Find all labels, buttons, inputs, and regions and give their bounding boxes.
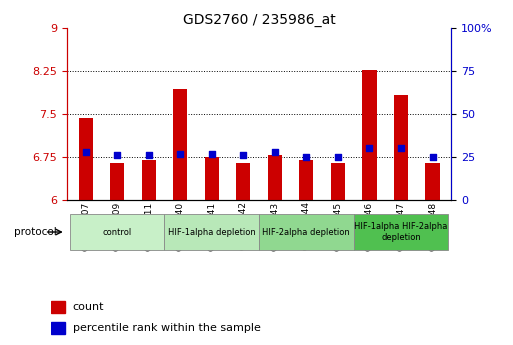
Bar <box>51 301 65 313</box>
FancyBboxPatch shape <box>70 214 165 250</box>
Bar <box>362 70 377 200</box>
FancyBboxPatch shape <box>165 214 259 250</box>
Bar <box>394 96 408 200</box>
Text: HIF-2alpha depletion: HIF-2alpha depletion <box>263 227 350 237</box>
Text: control: control <box>103 227 132 237</box>
Text: percentile rank within the sample: percentile rank within the sample <box>73 323 261 333</box>
Bar <box>78 118 93 200</box>
Text: count: count <box>73 302 104 312</box>
Point <box>208 151 216 156</box>
Point <box>113 152 121 158</box>
Point <box>302 154 310 160</box>
Bar <box>299 160 313 200</box>
Point <box>271 149 279 155</box>
Bar <box>425 163 440 200</box>
Text: protocol: protocol <box>14 227 56 237</box>
Bar <box>110 163 124 200</box>
Point <box>239 152 247 158</box>
Text: HIF-1alpha depletion: HIF-1alpha depletion <box>168 227 255 237</box>
Point <box>428 154 437 160</box>
Bar <box>205 157 219 200</box>
Title: GDS2760 / 235986_at: GDS2760 / 235986_at <box>183 12 336 27</box>
Point <box>334 154 342 160</box>
Bar <box>331 163 345 200</box>
FancyBboxPatch shape <box>259 214 353 250</box>
Bar <box>236 163 250 200</box>
Point <box>145 152 153 158</box>
Text: HIF-1alpha HIF-2alpha
depletion: HIF-1alpha HIF-2alpha depletion <box>354 222 448 242</box>
Bar <box>173 89 187 200</box>
Point <box>397 146 405 151</box>
Bar <box>51 322 65 334</box>
Point <box>82 149 90 155</box>
Point <box>365 146 373 151</box>
Point <box>176 151 184 156</box>
FancyBboxPatch shape <box>353 214 448 250</box>
Bar <box>142 160 156 200</box>
Bar <box>268 155 282 200</box>
